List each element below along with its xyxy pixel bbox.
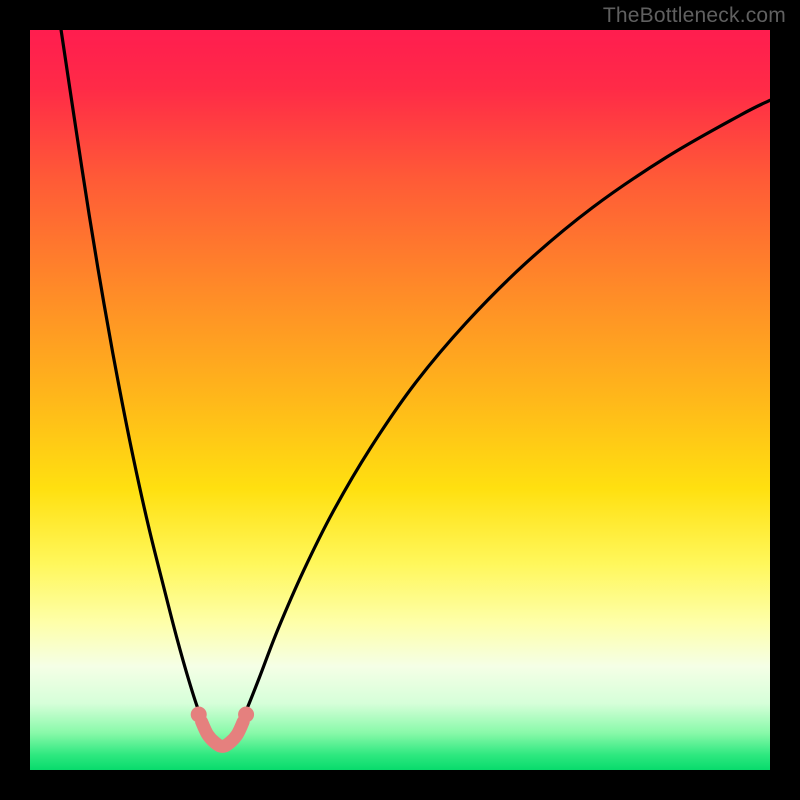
trough-path [202, 722, 243, 746]
trough-marker [191, 707, 207, 723]
trough-markers [191, 707, 254, 723]
chart-svg [30, 30, 770, 770]
curve-left [61, 30, 206, 726]
watermark-text: TheBottleneck.com [603, 4, 786, 28]
plot-area [30, 30, 770, 770]
curve-right [239, 100, 770, 725]
trough-marker [238, 707, 254, 723]
